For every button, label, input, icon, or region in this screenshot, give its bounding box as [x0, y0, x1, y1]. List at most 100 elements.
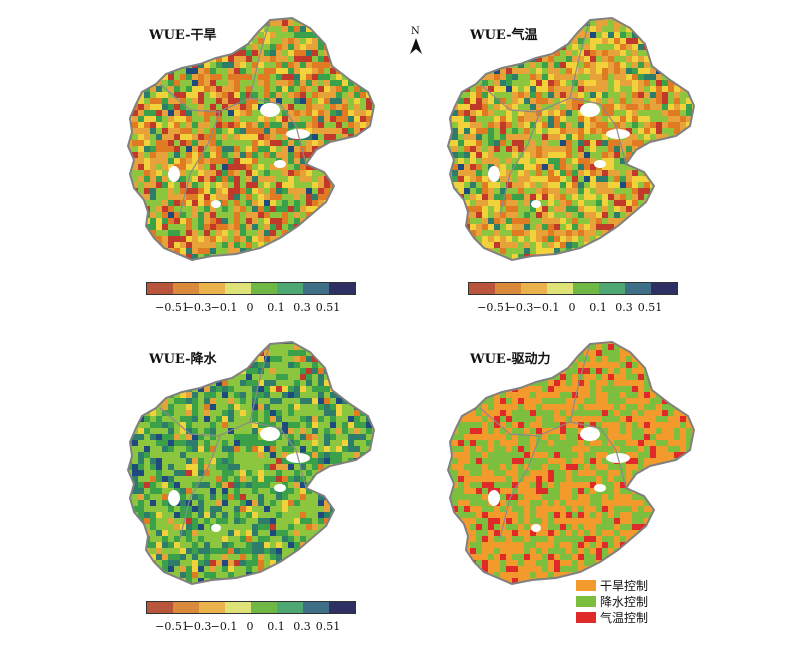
legend-swatch	[173, 602, 199, 613]
legend-tick-label: 0.3	[293, 620, 311, 633]
legend-swatch	[651, 283, 677, 294]
legend-tick-label: 0	[246, 620, 254, 633]
boundary-line	[479, 83, 601, 113]
no-data-area	[531, 200, 541, 208]
no-data-area	[211, 200, 221, 208]
legend-tick-label: −0.3	[184, 620, 212, 633]
boundary-line	[249, 19, 271, 99]
no-data-area	[531, 524, 541, 532]
north-label: N	[411, 26, 420, 37]
legend-swatch	[547, 283, 573, 294]
legend-bar-drought	[146, 282, 356, 295]
legend-tick-label: 0	[246, 301, 254, 314]
boundary-line	[279, 427, 307, 489]
driver-legend-label: 降水控制	[600, 594, 649, 609]
legend-bar-precipitation	[146, 601, 356, 614]
boundary-line	[479, 407, 601, 437]
no-data-area	[488, 490, 500, 506]
legend-tick-label: −0.3	[184, 301, 212, 314]
boundary-line	[599, 103, 627, 165]
legend-swatch	[521, 283, 547, 294]
legend-swatch	[277, 283, 303, 294]
no-data-area	[580, 103, 600, 117]
legend-swatch	[173, 283, 199, 294]
legend-swatch	[329, 283, 355, 294]
raster-cells	[128, 342, 374, 584]
panel-title-temperature: WUE-气温	[470, 28, 538, 43]
no-data-area	[260, 103, 280, 117]
legend-swatch	[495, 283, 521, 294]
legend-tick-label: 0.1	[267, 301, 285, 314]
no-data-area	[488, 166, 500, 182]
boundary-line	[499, 111, 541, 215]
legend-swatch	[225, 602, 251, 613]
legend-bar-temperature	[468, 282, 678, 295]
region-outline	[446, 340, 696, 586]
boundary-line	[179, 111, 221, 215]
legend-swatch	[303, 283, 329, 294]
no-data-area	[168, 490, 180, 506]
legend-labels-precipitation: −0.51 −0.3 −0.1 0 0.1 0.3 0.51	[146, 620, 356, 634]
legend-tick-label: 0.3	[615, 301, 633, 314]
boundary-line	[569, 19, 591, 99]
north-arrow: N	[406, 26, 426, 56]
legend-tick-label: −0.1	[210, 301, 238, 314]
no-data-area	[260, 427, 280, 441]
driver-legend-label: 气温控制	[600, 610, 649, 625]
legend-swatch	[625, 283, 651, 294]
panel-title-driver: WUE-驱动力	[470, 352, 551, 367]
boundary-line	[569, 343, 591, 423]
legend-swatch	[199, 283, 225, 294]
no-data-area	[274, 160, 286, 168]
boundary-line	[179, 435, 221, 539]
boundary-line	[249, 343, 271, 423]
legend-tick-label: −0.1	[532, 301, 560, 314]
panel-title-drought: WUE-干旱	[149, 28, 217, 43]
legend-tick-label: 0.1	[589, 301, 607, 314]
boundary-line	[599, 427, 627, 489]
legend-swatch	[251, 283, 277, 294]
legend-swatch	[576, 579, 596, 591]
legend-tick-label: 0	[568, 301, 576, 314]
legend-swatch	[225, 283, 251, 294]
driver-legend-item: 气温控制	[576, 609, 648, 625]
map-precipitation	[126, 340, 376, 586]
region-outline	[126, 340, 376, 586]
driver-legend-item: 降水控制	[576, 593, 648, 609]
north-arrow-icon	[410, 38, 422, 54]
raster-cells	[448, 18, 694, 260]
legend-swatch	[576, 611, 596, 623]
raster-cells	[448, 342, 694, 584]
legend-tick-label: 0.1	[267, 620, 285, 633]
legend-tick-label: 0.51	[637, 301, 663, 314]
boundary-line	[499, 435, 541, 539]
legend-labels-drought: −0.51 −0.3 −0.1 0 0.1 0.3 0.51	[146, 301, 356, 315]
legend-tick-label: 0.51	[315, 301, 341, 314]
no-data-area	[580, 427, 600, 441]
boundary-line	[279, 103, 307, 165]
region-outline	[446, 16, 696, 262]
no-data-area	[211, 524, 221, 532]
legend-tick-label: −0.51	[477, 301, 511, 314]
map-temperature	[446, 16, 696, 262]
driver-legend-item: 干旱控制	[576, 577, 648, 593]
legend-tick-label: −0.1	[210, 620, 238, 633]
map-drought	[126, 16, 376, 262]
no-data-area	[274, 484, 286, 492]
no-data-area	[594, 484, 606, 492]
legend-tick-label: −0.51	[155, 620, 189, 633]
legend-swatch	[576, 595, 596, 607]
legend-swatch	[573, 283, 599, 294]
boundary-line	[159, 407, 281, 437]
legend-labels-temperature: −0.51 −0.3 −0.1 0 0.1 0.3 0.51	[468, 301, 678, 315]
legend-swatch	[199, 602, 225, 613]
legend-tick-label: 0.51	[315, 620, 341, 633]
map-driver	[446, 340, 696, 586]
legend-swatch	[251, 602, 277, 613]
legend-tick-label: −0.51	[155, 301, 189, 314]
legend-swatch	[329, 602, 355, 613]
legend-swatch	[303, 602, 329, 613]
legend-swatch	[277, 602, 303, 613]
no-data-area	[594, 160, 606, 168]
